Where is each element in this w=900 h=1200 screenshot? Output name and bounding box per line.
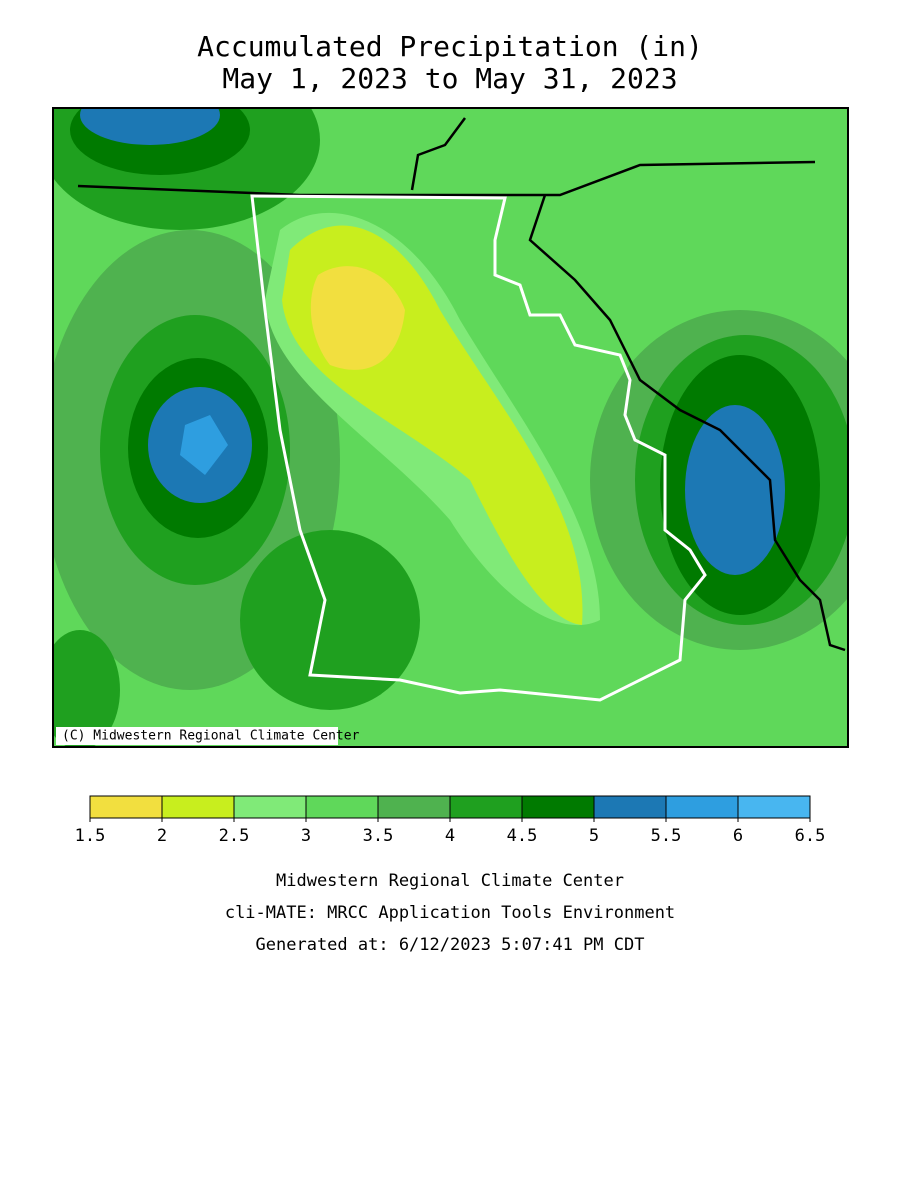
footer-line: Generated at: 6/12/2023 5:07:41 PM CDT — [256, 935, 645, 955]
legend-tick-label: 3.5 — [363, 826, 394, 846]
map-credit: (C) Midwestern Regional Climate Center — [62, 729, 360, 744]
legend-swatch — [305, 795, 379, 819]
legend-swatch — [449, 795, 523, 819]
precip-map: (C) Midwestern Regional Climate Center — [53, 108, 848, 747]
legend-tick-label: 2.5 — [219, 826, 250, 846]
subtitle: May 1, 2023 to May 31, 2023 — [222, 62, 677, 95]
footer-line: Midwestern Regional Climate Center — [276, 871, 624, 891]
legend-tick-label: 2 — [157, 826, 167, 846]
legend-swatch — [377, 795, 451, 819]
legend-tick-label: 6.5 — [795, 826, 826, 846]
legend-swatch — [233, 795, 307, 819]
legend: 1.5 2 2.5 3 3.5 4 4.5 5 5.5 6 6.5 — [75, 795, 826, 846]
legend-tick-label: 6 — [733, 826, 743, 846]
legend-tick-label: 4.5 — [507, 826, 538, 846]
map-frame — [52, 107, 849, 748]
legend-swatch — [89, 795, 163, 819]
legend-tick-label: 1.5 — [75, 826, 106, 846]
legend-swatch — [161, 795, 235, 819]
legend-swatch — [737, 795, 811, 819]
legend-tick-label: 3 — [301, 826, 311, 846]
legend-tick-label: 5.5 — [651, 826, 682, 846]
legend-tick-label: 5 — [589, 826, 599, 846]
legend-swatch — [665, 795, 739, 819]
legend-swatch — [521, 795, 595, 819]
footer-line: cli-MATE: MRCC Application Tools Environ… — [225, 903, 675, 923]
title: Accumulated Precipitation (in) — [197, 30, 703, 63]
legend-tick-label: 4 — [445, 826, 455, 846]
legend-swatch — [593, 795, 667, 819]
